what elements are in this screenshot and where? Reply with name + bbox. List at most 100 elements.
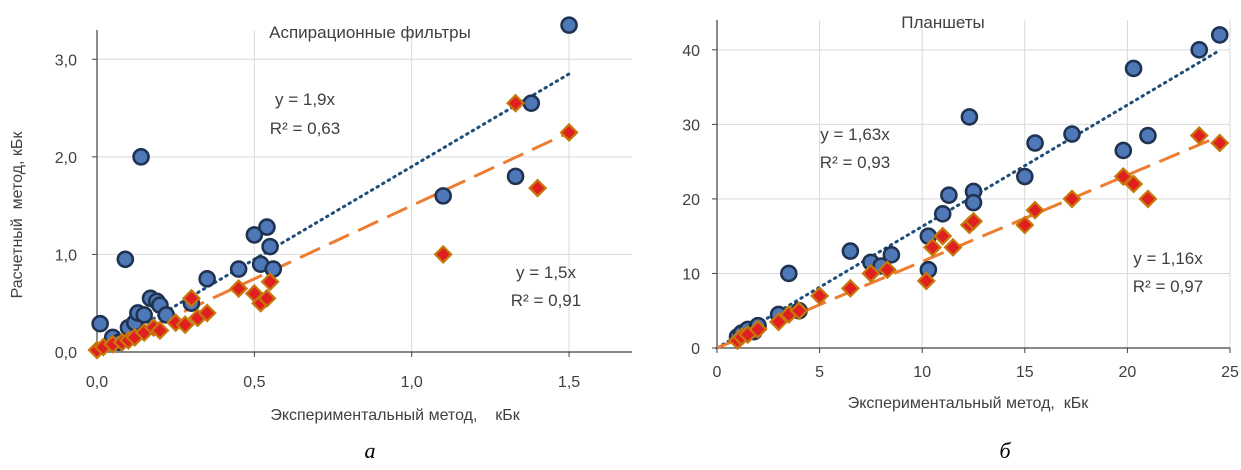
panel-label-b: б [999,438,1011,463]
data-point-circle [258,218,276,236]
x-tick-label: 25 [1221,364,1239,381]
y-tick-label: 20 [682,192,700,209]
data-point-circle [1210,26,1229,44]
data-point-diamond [433,244,453,264]
data-point-circle [229,260,248,278]
tick-labels: 0,0 1,0 2,0 3,0 0,0 0,5 1,0 1,5 [55,52,581,391]
x-tick-label: 0,0 [86,374,108,391]
data-point-circle [91,314,109,333]
y-tick-label: 30 [682,117,700,134]
data-point-circle [198,270,216,288]
data-point-diamond [840,278,860,298]
data-point-diamond [229,279,249,299]
data-point-circle [506,167,525,186]
data-point-diamond [1025,200,1045,220]
data-point-circle [135,306,154,324]
y-tick-label: 0 [691,341,700,358]
chart-panel-a: 0,0 1,0 2,0 3,0 0,0 0,5 1,0 1,5 Аспирационные ф… [9,16,632,463]
data-point-diamond [260,272,280,292]
data-point-diamond [559,122,579,143]
data-point-diamond [1113,166,1133,187]
tick-labels: 0 10 20 30 40 0 5 10 15 20 25 [682,43,1239,381]
y-tick-label: 0,0 [55,345,77,362]
data-point-diamond [181,288,201,308]
trend-r2-series-1: R² = 0,63 [270,119,340,138]
data-point-diamond [877,260,897,280]
x-tick-label: 20 [1119,364,1137,381]
data-point-diamond [769,312,789,332]
x-tick-label: 1,5 [558,374,580,391]
data-point-diamond [506,93,526,113]
data-point-diamond [175,315,195,335]
data-point-circle [1114,141,1133,160]
data-point-diamond [1189,125,1209,146]
x-tick-label: 1,0 [401,374,423,391]
data-point-circle [933,205,952,223]
y-tick-label: 10 [682,266,700,283]
data-point-diamond [528,178,548,198]
data-point-diamond [1015,215,1035,235]
y-tick-label: 2,0 [55,150,77,167]
trendline-series-2 [716,134,1221,350]
trendline-series-1 [95,72,571,354]
data-point-diamond [1062,189,1082,209]
chart-title: Планшеты [901,13,985,32]
x-tick-label: 15 [1016,364,1034,381]
data-point-circle [261,237,279,256]
trend-equation-series-2: y = 1,16x [1133,249,1203,268]
data-points [87,16,579,360]
data-point-diamond [1210,133,1230,153]
data-point-circle [157,306,176,324]
trend-equation-series-1: y = 1,63x [820,125,890,144]
y-tick-label: 1,0 [55,247,77,264]
x-tick-label: 10 [913,364,931,381]
trend-r2-series-2: R² = 0,91 [511,291,581,310]
x-tick-label: 0 [713,364,722,381]
data-point-diamond [197,303,217,323]
data-point-diamond [1138,189,1158,209]
trendline-series-2 [96,131,570,354]
data-point-circle [1190,41,1209,59]
data-point-circle [960,108,979,126]
chart-title: Аспирационные фильтры [269,23,471,42]
data-point-circle [1016,167,1034,186]
data-point-diamond [933,226,953,246]
data-points [727,26,1230,351]
data-point-circle [1124,59,1143,78]
data-point-diamond [150,320,170,341]
data-point-diamond [257,288,277,308]
x-tick-label: 5 [815,364,824,381]
trend-r2-series-1: R² = 0,93 [820,153,890,172]
y-tick-label: 40 [682,43,700,60]
data-point-circle [1139,126,1157,145]
data-point-circle [841,242,860,260]
data-point-circle [964,193,983,212]
data-point-circle [940,186,958,204]
data-point-circle [522,94,541,112]
data-point-circle [882,246,901,264]
y-axis-label: Расчетный метод, кБк [9,131,26,299]
x-axis-label: Экспериментальный метод, кБк [270,407,520,424]
data-point-diamond [789,301,809,321]
panel-label-a: а [365,438,376,463]
data-point-circle [132,148,150,166]
x-axis-label: Экспериментальный метод, кБк [848,395,1089,412]
chart-panel-b: 0 10 20 30 40 0 5 10 15 20 25 Планшеты Эксперимент… [682,13,1239,463]
trend-equation-series-1: y = 1,9x [275,90,336,109]
grid [97,30,632,352]
data-point-circle [434,187,452,205]
trend-equation-series-2: y = 1,5x [516,263,577,282]
data-point-diamond [810,286,830,306]
data-point-diamond [748,319,768,339]
data-point-circle [1063,125,1081,143]
data-point-circle [116,250,135,269]
data-point-circle [245,226,264,244]
trend-r2-series-2: R² = 0,97 [1133,277,1203,296]
data-point-diamond [1124,174,1144,194]
data-point-circle [1026,134,1044,152]
data-point-circle [780,264,798,283]
data-point-diamond [943,237,963,257]
data-point-diamond [916,271,936,291]
y-tick-label: 3,0 [55,52,77,69]
